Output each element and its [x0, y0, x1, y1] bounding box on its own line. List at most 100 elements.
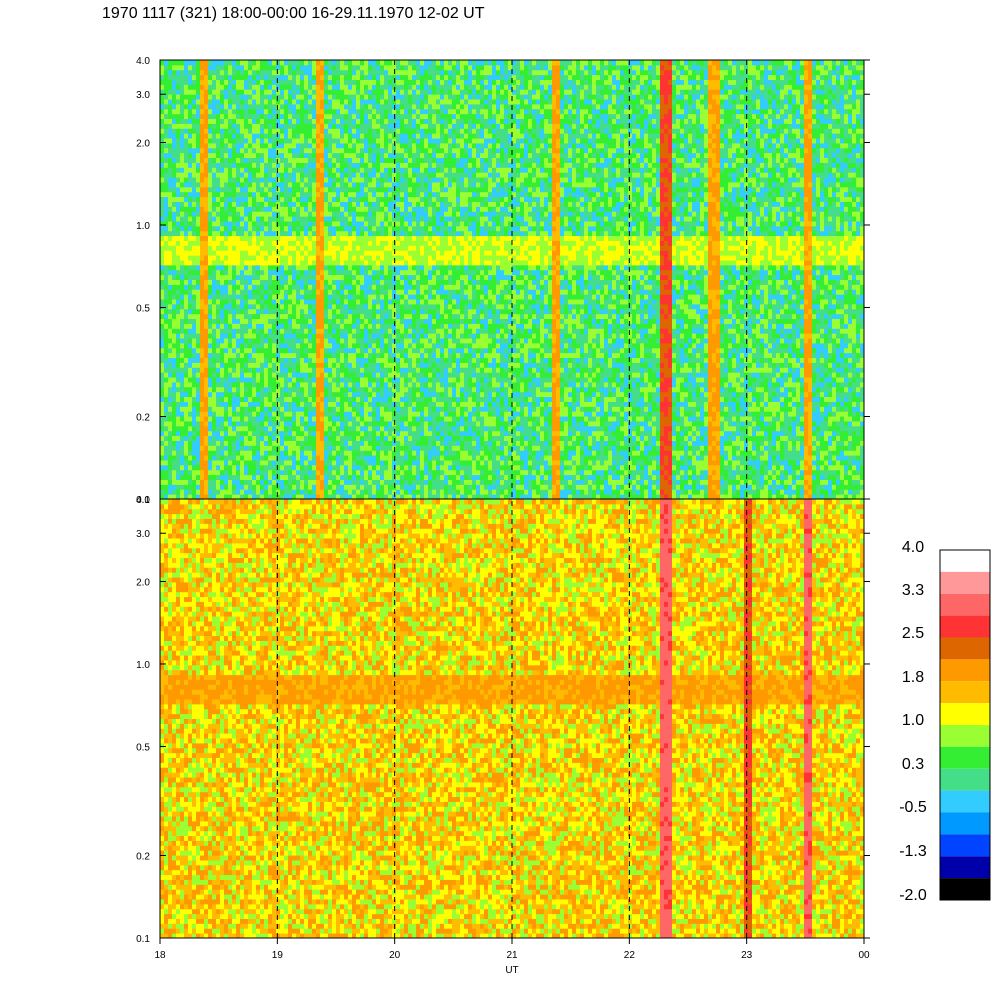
spectrogram-cell	[232, 489, 236, 494]
spectrogram-cell	[236, 250, 240, 255]
spectrogram-cell	[304, 465, 308, 470]
spectrogram-cell	[340, 138, 344, 143]
spectrogram-cell	[368, 343, 372, 348]
spectrogram-cell	[188, 475, 192, 480]
spectrogram-cell	[200, 460, 204, 465]
spectrogram-cell	[300, 216, 304, 221]
spectrogram-cell	[288, 484, 292, 489]
spectrogram-cell	[300, 270, 304, 275]
spectrogram-cell	[212, 177, 216, 182]
spectrogram-cell	[244, 387, 248, 392]
spectrogram-cell	[220, 338, 224, 343]
spectrogram-cell	[268, 367, 272, 372]
spectrogram-cell	[196, 392, 200, 397]
spectrogram-cell	[252, 431, 256, 436]
spectrogram-cell	[220, 70, 224, 75]
spectrogram-cell	[216, 94, 220, 99]
spectrogram-cell	[180, 206, 184, 211]
spectrogram-cell	[304, 431, 308, 436]
spectrogram-cell	[368, 109, 372, 114]
spectrogram-cell	[228, 328, 232, 333]
spectrogram-cell	[356, 182, 360, 187]
spectrogram-cell	[180, 421, 184, 426]
spectrogram-cell	[260, 489, 264, 494]
spectrogram-cell	[332, 275, 336, 280]
spectrogram-cell	[364, 255, 368, 260]
spectrogram-cell	[172, 358, 176, 363]
spectrogram-cell	[176, 119, 180, 124]
spectrogram-cell	[160, 372, 164, 377]
spectrogram-cell	[212, 406, 216, 411]
spectrogram-cell	[340, 177, 344, 182]
spectrogram-cell	[292, 260, 296, 265]
spectrogram-cell	[228, 455, 232, 460]
spectrogram-cell	[212, 348, 216, 353]
spectrogram-cell	[376, 216, 380, 221]
spectrogram-cell	[184, 250, 188, 255]
spectrogram-cell	[348, 460, 352, 465]
spectrogram-cell	[188, 177, 192, 182]
spectrogram-cell	[176, 99, 180, 104]
spectrogram-cell	[324, 114, 328, 119]
spectrogram-cell	[180, 94, 184, 99]
spectrogram-cell	[284, 143, 288, 148]
spectrogram-cell	[316, 231, 320, 236]
spectrogram-cell	[296, 260, 300, 265]
spectrogram-cell	[352, 294, 356, 299]
spectrogram-cell	[312, 265, 316, 270]
spectrogram-cell	[360, 450, 364, 455]
spectrogram-cell	[316, 348, 320, 353]
spectrogram-cell	[368, 387, 372, 392]
spectrogram-cell	[360, 328, 364, 333]
spectrogram-cell	[212, 397, 216, 402]
spectrogram-cell	[284, 436, 288, 441]
spectrogram-cell	[356, 221, 360, 226]
spectrogram-cell	[240, 236, 244, 241]
spectrogram-cell	[284, 484, 288, 489]
spectrogram-cell	[180, 177, 184, 182]
spectrogram-cell	[228, 65, 232, 70]
spectrogram-cell	[356, 284, 360, 289]
spectrogram-cell	[328, 177, 332, 182]
spectrogram-cell	[284, 221, 288, 226]
spectrogram-cell	[204, 216, 208, 221]
spectrogram-cell	[256, 89, 260, 94]
spectrogram-cell	[168, 158, 172, 163]
spectrogram-cell	[344, 265, 348, 270]
spectrogram-cell	[248, 455, 252, 460]
spectrogram-cell	[300, 280, 304, 285]
spectrogram-cell	[224, 187, 228, 192]
spectrogram-cell	[248, 128, 252, 133]
spectrogram-cell	[212, 133, 216, 138]
spectrogram-cell	[208, 314, 212, 319]
spectrogram-cell	[168, 455, 172, 460]
spectrogram-cell	[316, 333, 320, 338]
spectrogram-cell	[232, 445, 236, 450]
spectrogram-cell	[220, 348, 224, 353]
spectrogram-cell	[204, 294, 208, 299]
spectrogram-cell	[376, 162, 380, 167]
spectrogram-cell	[168, 304, 172, 309]
spectrogram-cell	[300, 206, 304, 211]
spectrogram-cell	[260, 221, 264, 226]
spectrogram-cell	[208, 436, 212, 441]
spectrogram-cell	[372, 216, 376, 221]
spectrogram-cell	[236, 192, 240, 197]
spectrogram-cell	[292, 436, 296, 441]
spectrogram-cell	[376, 401, 380, 406]
spectrogram-cell	[324, 455, 328, 460]
spectrogram-cell	[176, 197, 180, 202]
spectrogram-cell	[252, 328, 256, 333]
spectrogram-cell	[192, 94, 196, 99]
spectrogram-cell	[180, 201, 184, 206]
spectrogram-cell	[344, 255, 348, 260]
spectrogram-cell	[252, 358, 256, 363]
spectrogram-cell	[164, 158, 168, 163]
spectrogram-cell	[364, 372, 368, 377]
spectrogram-cell	[272, 260, 276, 265]
spectrogram-cell	[344, 216, 348, 221]
spectrogram-cell	[316, 250, 320, 255]
spectrogram-cell	[264, 372, 268, 377]
spectrogram-cell	[300, 465, 304, 470]
spectrogram-cell	[368, 314, 372, 319]
